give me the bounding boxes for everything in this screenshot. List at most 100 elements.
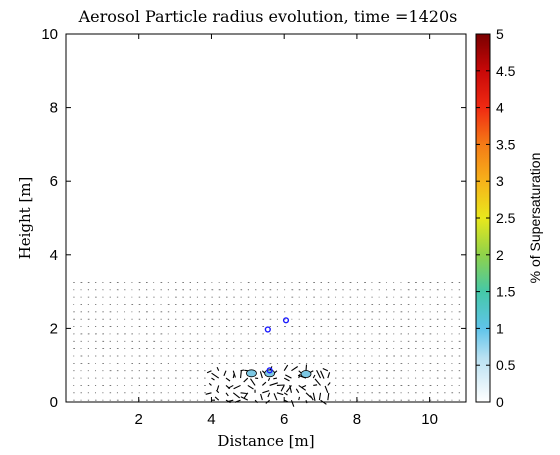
vector-arrow: [214, 396, 220, 401]
vector-arrow: [327, 372, 331, 379]
x-tick-label: 6: [280, 411, 288, 428]
vector-arrow: [273, 393, 278, 401]
vector-arrow: [259, 371, 263, 379]
y-tick-label: 6: [50, 173, 58, 190]
vector-arrow: [267, 377, 271, 382]
vector-arrow: [265, 399, 270, 404]
vector-arrow: [276, 392, 284, 396]
vector-arrow: [243, 377, 249, 383]
y-axis: 0 2 4 6 8 10: [41, 26, 466, 411]
y-tick-label: 2: [50, 320, 58, 337]
vector-arrow: [298, 384, 307, 391]
vector-arrow: [283, 377, 290, 382]
x-tick-label: 8: [353, 411, 361, 428]
vector-arrow: [285, 374, 292, 379]
vector-arrow: [291, 366, 299, 372]
vector-arrow: [215, 389, 220, 394]
vector-arrow: [262, 390, 270, 394]
vector-arrow: [216, 385, 220, 391]
vector-arrow: [211, 377, 215, 381]
vector-arrow: [313, 384, 318, 386]
vector-arrow: [327, 392, 330, 401]
colorbar-tick-label: 2: [496, 247, 504, 263]
vector-arrow: [283, 399, 289, 403]
colorbar-tick-label: 0.5: [496, 357, 516, 373]
x-axis: 2 4 6 8 10: [135, 34, 438, 428]
vector-arrow: [240, 369, 245, 372]
particle-point: [282, 317, 290, 324]
vector-arrow: [327, 382, 331, 386]
x-axis-label: Distance [m]: [217, 432, 314, 450]
vector-arrow: [322, 367, 329, 372]
particle-points: [264, 317, 290, 374]
x-tick-label: 10: [421, 411, 438, 428]
colorbar-tick-label: 1: [496, 320, 504, 336]
vector-arrow: [247, 384, 254, 390]
colorbar-tick-label: 3.5: [496, 136, 516, 152]
vector-arrow: [298, 396, 301, 401]
vector-arrow: [267, 392, 271, 398]
vector-arrow: [305, 392, 312, 398]
chart-title: Aerosol Particle radius evolution, time …: [78, 7, 458, 26]
vector-arrow: [310, 370, 314, 373]
vector-field: [73, 281, 461, 407]
vector-arrow: [316, 369, 322, 379]
colorbar-tick-label: 3: [496, 173, 504, 189]
colorbar-ticks: 0 0.5 1 1.5 2 2.5 3 3.5 4 4.5 5: [476, 26, 516, 410]
vector-arrow: [225, 377, 231, 382]
vector-arrow: [273, 377, 278, 380]
vector-arrow: [234, 399, 241, 403]
colorbar-label: % of Supersaturation: [527, 153, 543, 284]
vector-arrow: [233, 384, 241, 390]
vector-arrow: [305, 399, 308, 404]
colorbar-tick-label: 4: [496, 100, 504, 116]
vector-arrow: [320, 370, 325, 379]
x-tick-label: 4: [207, 411, 215, 428]
vector-arrow: [309, 395, 314, 401]
colorbar-tick-label: 2.5: [496, 210, 516, 226]
vector-arrow: [225, 392, 229, 397]
vector-arrow: [240, 396, 249, 401]
y-tick-label: 4: [50, 247, 58, 264]
vector-arrow: [227, 399, 234, 403]
vector-arrow: [312, 374, 316, 379]
colorbar-tick-label: 5: [496, 26, 504, 42]
vector-arrow: [211, 372, 220, 379]
vector-arrow: [216, 366, 220, 371]
vector-arrow: [250, 378, 256, 386]
vector-arrow: [232, 370, 236, 378]
vector-arrow: [314, 378, 321, 386]
vector-arrow: [280, 385, 285, 392]
vector-arrow: [254, 399, 258, 404]
vector-arrow: [285, 385, 292, 393]
vector-arrow: [324, 385, 329, 394]
vector-arrow: [283, 364, 289, 372]
colorbar-tick-label: 4.5: [496, 63, 516, 79]
vector-arrow: [240, 392, 247, 395]
vector-arrow: [205, 392, 212, 395]
vector-arrow: [301, 384, 307, 388]
vector-arrow: [320, 399, 327, 405]
y-axis-label: Height [m]: [16, 177, 34, 260]
vector-arrow: [283, 392, 288, 396]
particle-point: [264, 326, 271, 333]
vector-arrow: [223, 370, 227, 377]
vector-arrow: [243, 392, 249, 399]
vector-arrow: [208, 382, 212, 386]
plot-area: [65, 33, 467, 403]
vector-arrow: [239, 370, 242, 379]
droplet-marker: [246, 369, 257, 378]
vector-arrow: [261, 381, 267, 386]
droplet-marker: [300, 370, 312, 378]
y-tick-label: 0: [50, 394, 58, 411]
vector-arrow: [312, 392, 316, 402]
y-tick-label: 8: [50, 100, 58, 117]
vector-arrow: [261, 370, 265, 374]
vector-arrow: [318, 392, 322, 401]
vector-arrow: [290, 399, 295, 407]
colorbar-tick-label: 1.5: [496, 284, 516, 300]
vector-arrow: [305, 364, 308, 371]
particle-point: [266, 367, 273, 374]
y-tick-label: 10: [41, 26, 58, 43]
